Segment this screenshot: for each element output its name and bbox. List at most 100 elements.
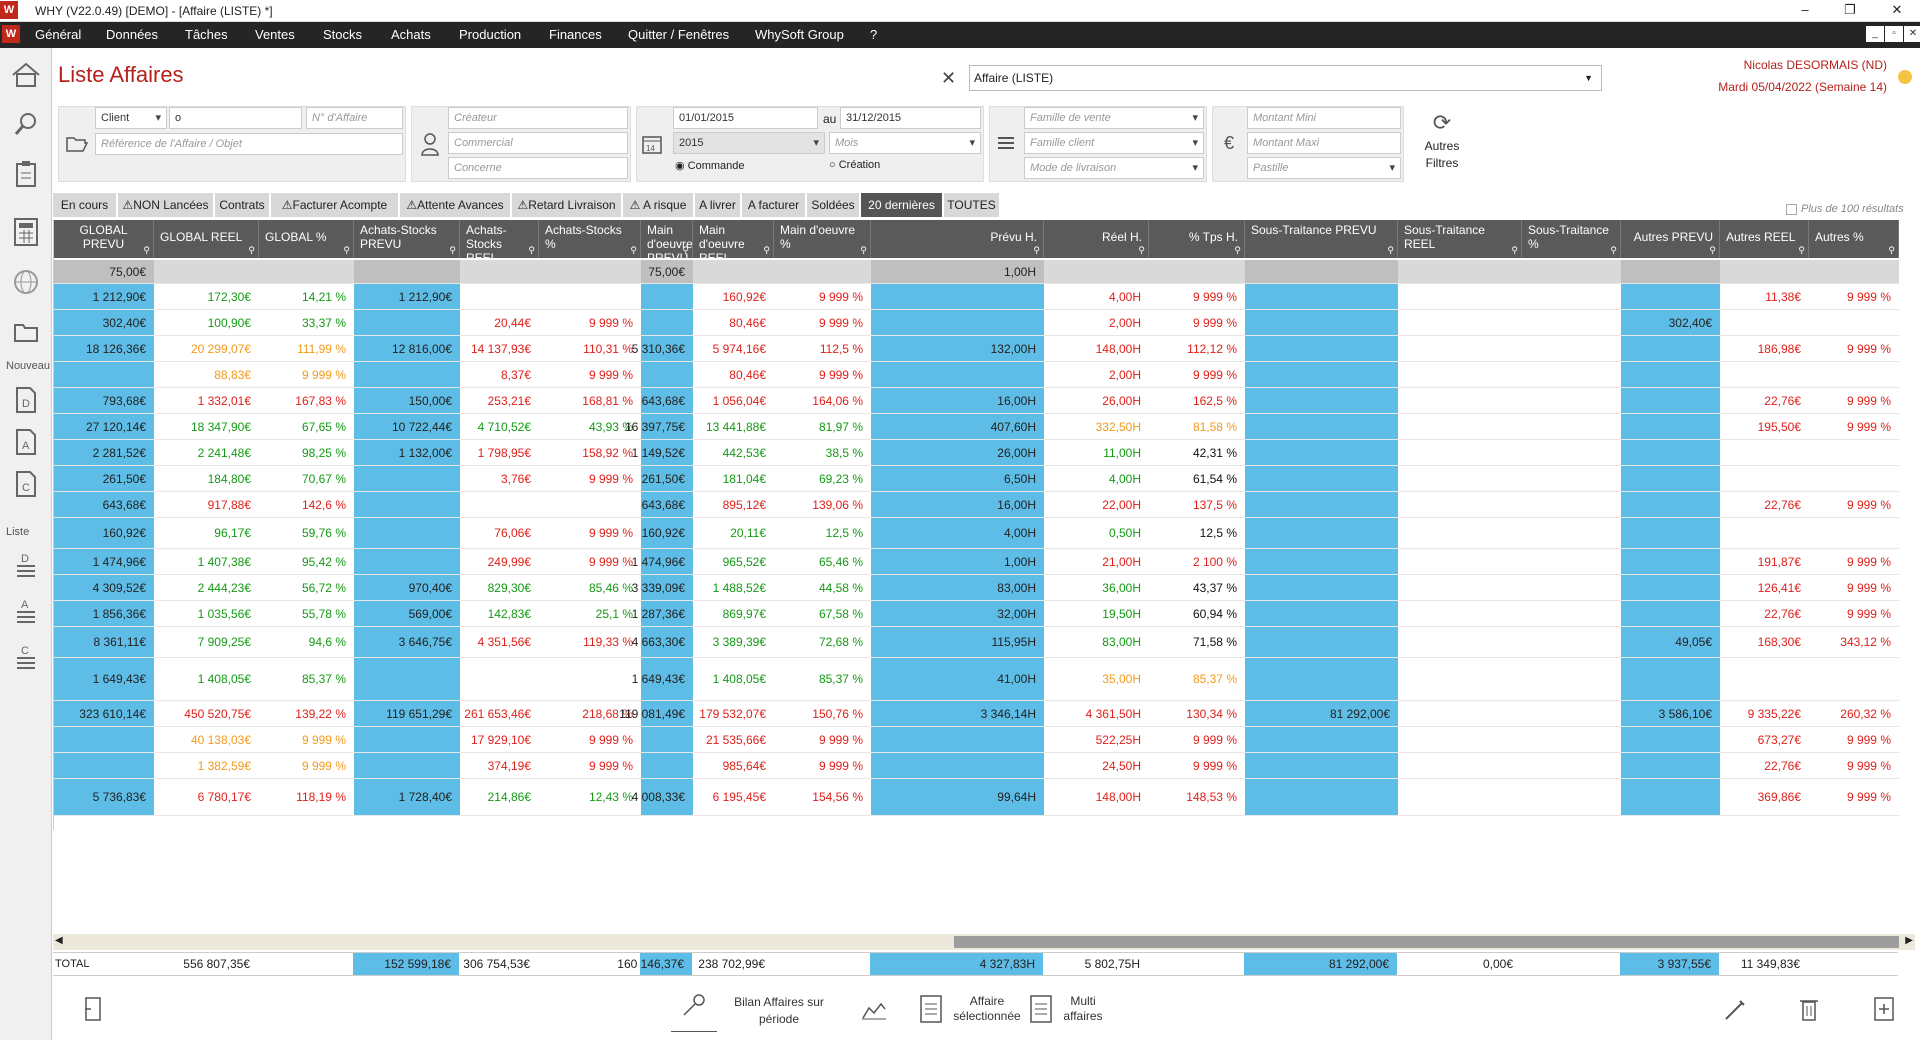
filter-icon[interactable]: ⚲ [682,245,689,255]
column-header[interactable]: Main d'oeuvre PREVU ⚲ [641,220,693,258]
clipboard-icon[interactable] [4,152,48,196]
filter-icon[interactable]: ⚲ [1387,245,1394,255]
famille-client-select[interactable]: Famille client [1024,132,1204,154]
folder-open-icon[interactable] [61,109,93,179]
new-commande-icon[interactable]: C [4,462,48,506]
list-commandes-icon[interactable]: C [4,634,48,678]
bilan-affaires-button[interactable]: Bilan Affaires sur période [734,995,824,1026]
column-header[interactable]: Prévu H. ⚲ [871,220,1044,258]
menu-general[interactable]: Général [35,27,82,42]
table-row[interactable]: 1 382,59€ 9 999 % 374,19€ 9 999 % 985,64€ 9 9… [54,753,1899,779]
menu-donnees[interactable]: Données [106,27,159,42]
add-icon[interactable] [1873,996,1895,1025]
tiers-type-select[interactable]: Client [95,107,167,129]
restore-button[interactable]: ❐ [1844,2,1856,17]
filter-icon[interactable]: ⚲ [1610,245,1617,255]
tab-toutes[interactable]: TOUTES [944,193,1000,217]
column-header[interactable]: Main d'oeuvre REEL ⚲ [693,220,774,258]
calculator-icon[interactable] [4,210,48,254]
menu-whysoft-group[interactable]: WhySoft Group [755,27,844,42]
date-to-input[interactable]: 31/12/2015 [840,107,981,129]
bilan-key-icon[interactable] [671,992,717,1032]
new-devis-icon[interactable]: D [4,378,48,422]
menu-achats[interactable]: Achats [391,27,431,42]
column-header[interactable]: Autres PREVU ⚲ [1621,220,1720,258]
radio-creation[interactable]: ○ Création [829,159,880,171]
date-from-input[interactable]: 01/01/2015 [673,107,818,129]
menu-finances[interactable]: Finances [549,27,602,42]
list-affaires-icon[interactable]: A [4,588,48,632]
filter-icon[interactable]: ⚲ [1888,245,1895,255]
column-header[interactable]: GLOBAL PREVU ⚲ [54,220,154,258]
view-select[interactable]: Affaire (LISTE) ▼ [969,65,1602,91]
table-row[interactable]: 261,50€ 184,80€ 70,67 % 3,76€ 9 999 % 261,50€… [54,466,1899,492]
concerne-input[interactable]: Concerne [448,157,628,179]
column-header[interactable]: GLOBAL % ⚲ [259,220,354,258]
commercial-input[interactable]: Commercial [448,132,628,154]
column-header[interactable]: GLOBAL REEL ⚲ [154,220,259,258]
tab-facturer-acompte[interactable]: ⚠Facturer Acompte [271,193,399,217]
table-row[interactable]: 1 212,90€ 172,30€ 14,21 % 1 212,90€ 160,92€ 9… [54,284,1899,310]
home-icon[interactable] [4,53,48,97]
column-header[interactable]: Réel H. ⚲ [1044,220,1149,258]
web-icon[interactable] [4,260,48,304]
pastille-select[interactable]: Pastille [1247,157,1401,179]
multi-document-icon[interactable] [1027,994,1053,1027]
clear-view-icon[interactable]: ✕ [941,68,957,88]
tab-non-lancees[interactable]: ⚠NON Lancées [118,193,214,217]
filter-icon[interactable]: ⚲ [1234,245,1241,255]
more-results-checkbox[interactable]: Plus de 100 résultats [1786,203,1904,215]
chart-icon[interactable] [861,1000,887,1023]
filter-icon[interactable]: ⚲ [1033,245,1040,255]
scroll-left-icon[interactable]: ◀ [55,935,63,946]
scrollbar-thumb[interactable] [954,936,1899,948]
column-header[interactable]: % Tps H. ⚲ [1149,220,1245,258]
menu-production[interactable]: Production [459,27,522,42]
column-header[interactable]: Sous-Traitance REEL ⚲ [1398,220,1522,258]
createur-input[interactable]: Créateur [448,107,628,129]
month-select[interactable]: Mois [829,132,981,154]
reference-input[interactable]: Référence de l'Affaire / Objet [95,133,403,155]
edit-icon[interactable] [1723,998,1747,1025]
tab-a-livrer[interactable]: A livrer [695,193,741,217]
filter-icon[interactable]: ⚲ [860,245,867,255]
filter-icon[interactable]: ⚲ [449,245,456,255]
document-icon[interactable] [919,994,943,1027]
filter-icon[interactable]: ⚲ [1709,245,1716,255]
table-row[interactable]: 1 649,43€ 1 408,05€ 85,37 % 1 649,43€ 1 408,… [54,658,1899,701]
mdi-close-button[interactable]: ✕ [1904,26,1920,42]
filter-icon[interactable]: ⚲ [1798,245,1805,255]
filter-icon[interactable]: ⚲ [1138,245,1145,255]
montant-maxi-input[interactable]: Montant Maxi [1247,132,1401,154]
filter-icon[interactable]: ⚲ [143,245,150,255]
column-header[interactable]: Sous-Traitance % ⚲ [1522,220,1621,258]
menu-quitter-fenetres[interactable]: Quitter / Fenêtres [628,27,730,42]
filter-icon[interactable]: ⚲ [343,245,350,255]
filter-icon[interactable]: ⚲ [1511,245,1518,255]
column-header[interactable]: Autres REEL ⚲ [1720,220,1809,258]
column-header[interactable]: Achats-Stocks % ⚲ [539,220,641,258]
radio-commande[interactable]: ◉ Commande [675,159,745,172]
tab-contrats[interactable]: Contrats [215,193,270,217]
scroll-right-icon[interactable]: ▶ [1905,935,1913,946]
table-row[interactable]: 40 138,03€ 9 999 % 17 929,10€ 9 999 % 21 535… [54,727,1899,753]
menu-help[interactable]: ? [870,27,878,42]
famille-vente-select[interactable]: Famille de vente [1024,107,1204,129]
column-header[interactable]: Sous-Traitance PREVU ⚲ [1245,220,1398,258]
multi-affaires-button[interactable]: Multi affaires [1063,994,1103,1023]
tiers-input[interactable]: o [169,107,302,129]
mode-livraison-select[interactable]: Mode de livraison [1024,157,1204,179]
tab-a-facturer[interactable]: A facturer [742,193,806,217]
table-row[interactable]: 1 856,36€ 1 035,56€ 55,78 % 569,00€ 142,83€ 2… [54,601,1899,627]
tab-20-dernieres[interactable]: 20 dernières [861,193,943,217]
search-icon[interactable] [4,102,48,146]
menu-ventes[interactable]: Ventes [255,27,295,42]
menu-taches[interactable]: Tâches [185,27,228,42]
tab-soldees[interactable]: Soldées [807,193,860,217]
table-row[interactable]: 2 281,52€ 2 241,48€ 98,25 % 1 132,00€ 1 798,… [54,440,1899,466]
tab-attente-avances[interactable]: ⚠Attente Avances [400,193,511,217]
filter-icon[interactable]: ⚲ [248,245,255,255]
minimize-button[interactable]: – [1801,2,1809,17]
table-row[interactable]: 1 474,96€ 1 407,38€ 95,42 % 249,99€ 9 999 % 1… [54,549,1899,575]
table-row[interactable]: 302,40€ 100,90€ 33,37 % 20,44€ 9 999 % 80,46€… [54,310,1899,336]
